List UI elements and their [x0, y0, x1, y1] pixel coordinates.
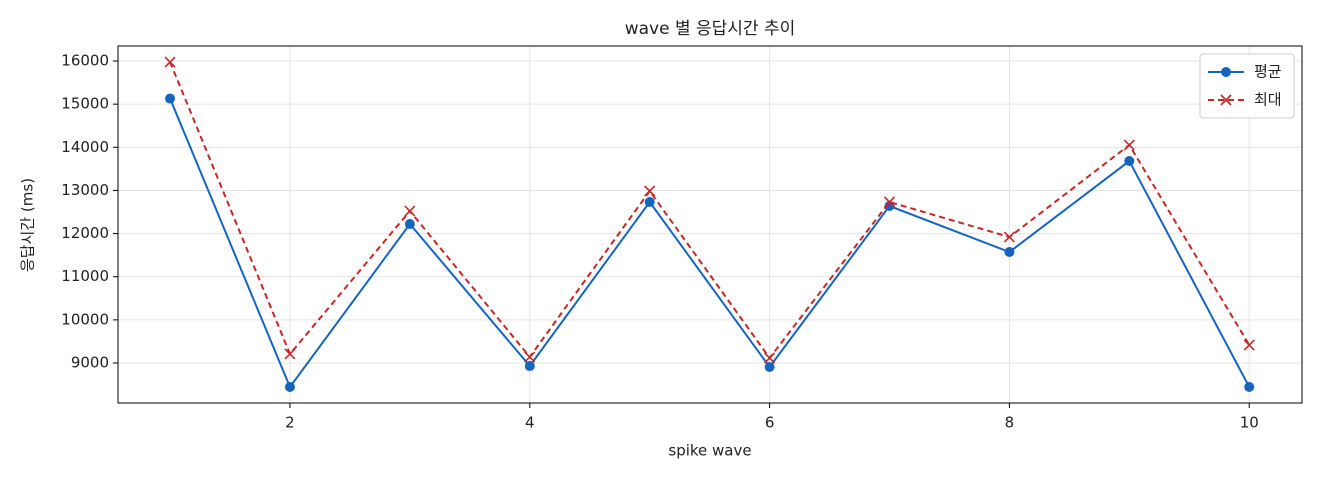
marker [404, 219, 415, 230]
marker [1003, 231, 1015, 243]
legend-marker [1221, 67, 1231, 77]
marker [284, 348, 296, 360]
y-tick-label: 16000 [61, 52, 109, 70]
x-tick-label: 8 [1005, 414, 1015, 432]
marker [1004, 247, 1015, 258]
marker [644, 185, 656, 197]
legend-label: 최대 [1254, 91, 1282, 109]
chart-title: wave 별 응답시간 추이 [625, 19, 796, 39]
series-line [169, 61, 1251, 360]
marker [1243, 339, 1255, 351]
marker [164, 56, 176, 68]
x-tick-label: 2 [285, 414, 295, 432]
legend-label: 평균 [1254, 63, 1282, 81]
marker [1123, 139, 1135, 151]
y-tick-label: 10000 [61, 310, 109, 328]
marker [764, 362, 775, 373]
y-tick-label: 12000 [61, 224, 109, 242]
marker [404, 205, 416, 217]
x-tick-label: 10 [1240, 414, 1259, 432]
y-tick-label: 15000 [61, 95, 109, 113]
marker [764, 352, 776, 364]
marker [1124, 156, 1135, 167]
plot-frame [117, 45, 1303, 404]
marker [284, 381, 295, 392]
marker [644, 197, 655, 208]
series-line [169, 98, 1251, 390]
marker [1244, 381, 1255, 392]
legend-marker [1220, 94, 1232, 106]
y-tick-label: 14000 [61, 138, 109, 156]
y-tick-label: 9000 [71, 354, 109, 372]
x-axis-label: spike wave [668, 442, 751, 460]
x-tick-label: 4 [525, 414, 535, 432]
y-axis-label: 응답시간 (ms) [19, 178, 37, 272]
marker [165, 93, 176, 104]
marker [524, 361, 535, 372]
y-tick-label: 11000 [61, 267, 109, 285]
marker [524, 351, 536, 363]
y-tick-label: 13000 [61, 181, 109, 199]
marker [883, 196, 896, 208]
x-tick-label: 6 [765, 414, 775, 432]
